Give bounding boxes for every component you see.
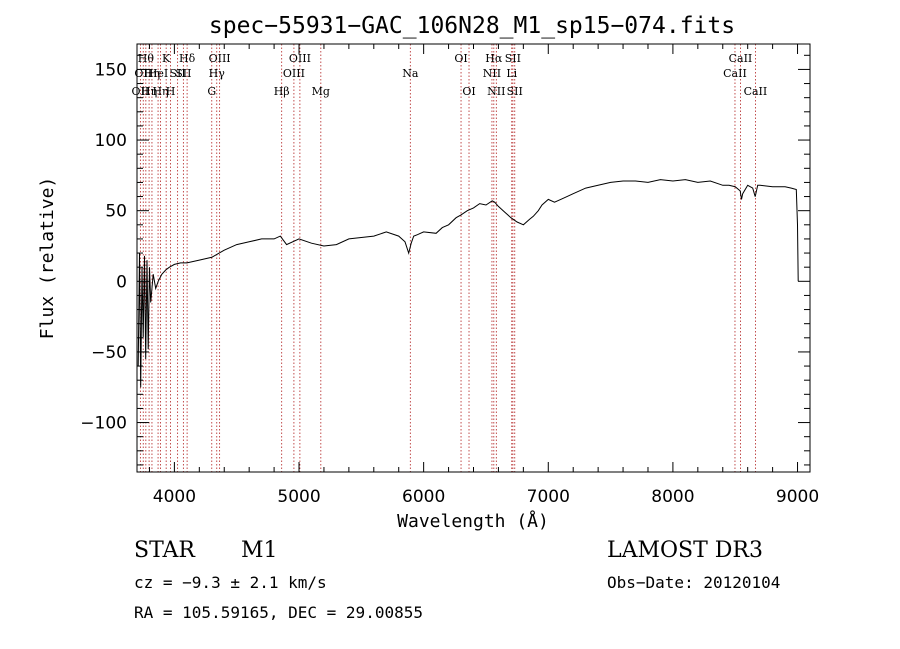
line-label-22: NII (483, 67, 501, 80)
x-tick-label-5: 9000 (776, 487, 819, 507)
x-tick-label-4: 8000 (651, 487, 694, 507)
line-label-12: G (207, 85, 216, 98)
redshift-cz: cz = −9.3 ± 2.1 km/s (134, 573, 327, 592)
x-axis-label: Wavelength (Å) (397, 510, 549, 532)
line-label-23: Hα (485, 52, 503, 65)
y-tick-label-2: 0 (116, 272, 127, 292)
line-labels: OIIOIIHθHηHηHeIHηKHSIISIIHδGHγOIIIHβOIII… (132, 52, 768, 98)
x-tick-label-0: 4000 (153, 487, 196, 507)
y-tick-label-0: −100 (80, 414, 127, 434)
x-tick-label-1: 5000 (277, 487, 320, 507)
spectrum-chart: spec−55931−GAC_106N28_M1_sp15−074.fits O… (37, 13, 819, 532)
line-label-1: OII (134, 67, 152, 80)
line-label-24: NII (487, 85, 505, 98)
line-label-16: OIII (283, 67, 305, 80)
line-label-29: CaII (729, 52, 753, 65)
observation-date: Obs−Date: 20120104 (607, 573, 781, 592)
line-label-2: Hθ (138, 52, 155, 65)
y-axis-ticks: −100 −50 0 50 100 150 (80, 54, 810, 466)
line-label-13: Hγ (209, 67, 226, 80)
object-subclass: M1 (241, 538, 278, 563)
y-tick-label-1: −50 (91, 343, 127, 363)
line-label-5: HeI (148, 67, 168, 80)
line-label-15: Hβ (274, 85, 290, 98)
line-label-4: Hη (144, 67, 160, 80)
x-axis-ticks: 4000 5000 6000 7000 8000 9000 (148, 44, 819, 507)
line-label-17: OIII (289, 52, 311, 65)
chart-title: spec−55931−GAC_106N28_M1_sp15−074.fits (209, 13, 735, 39)
line-label-14: OIII (209, 52, 231, 65)
line-label-6: Hη (152, 85, 168, 98)
line-label-9: SII (170, 67, 186, 80)
x-tick-label-2: 6000 (402, 487, 445, 507)
line-label-25: Li (506, 67, 517, 80)
line-label-28: CaII (723, 67, 747, 80)
flux-series-line (137, 179, 799, 388)
y-tick-label-3: 50 (105, 202, 127, 222)
line-label-19: Na (402, 67, 419, 80)
survey-name: LAMOST DR3 (607, 538, 763, 563)
x-tick-label-3: 7000 (527, 487, 570, 507)
ra-dec-coordinates: RA = 105.59165, DEC = 29.00855 (134, 603, 423, 622)
line-label-21: OI (462, 85, 475, 98)
plot-frame (136, 43, 811, 473)
line-markers (139, 44, 756, 472)
line-label-8: H (166, 85, 176, 98)
line-label-30: CaII (744, 85, 768, 98)
line-label-20: OI (454, 52, 467, 65)
line-label-7: K (162, 52, 171, 65)
line-label-0: OII (132, 85, 150, 98)
object-class: STAR (134, 538, 195, 563)
y-tick-label-4: 100 (95, 131, 127, 151)
line-label-18: Mg (312, 85, 330, 98)
line-label-10: SII (175, 67, 191, 80)
y-axis-label: Flux (relative) (37, 177, 58, 340)
line-label-27: SII (507, 85, 523, 98)
line-label-3: Hη (141, 85, 157, 98)
line-label-11: Hδ (179, 52, 196, 65)
y-tick-label-5: 150 (95, 60, 127, 80)
line-label-26: SII (505, 52, 521, 65)
